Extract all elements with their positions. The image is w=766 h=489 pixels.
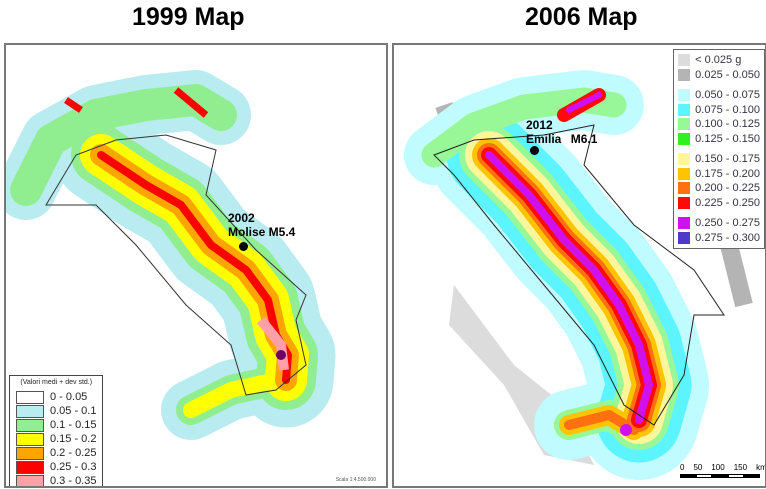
event-emilia-marker: [530, 146, 539, 155]
legend-item: 0.100 - 0.125: [674, 117, 760, 132]
legend-swatch: [16, 474, 44, 486]
event-name: Molise M5.4: [228, 225, 296, 239]
alpine-high-zone: [64, 87, 209, 118]
legend-title: (Valori medi + dev std.): [20, 379, 93, 386]
legend-swatch: [16, 418, 44, 432]
legend-label: 0.100 - 0.125: [695, 118, 760, 130]
legend-item: < 0.025 g: [674, 53, 760, 68]
legend-item: 0.025 - 0.050: [674, 68, 760, 83]
legend-item: 0.15 - 0.2: [10, 432, 96, 446]
legend-swatch: [678, 89, 691, 102]
legend-swatch: [678, 167, 691, 180]
event-year: 2012: [526, 118, 553, 132]
legend-label: 0.175 - 0.200: [695, 167, 760, 180]
event-magnitude: M6.1: [570, 132, 598, 146]
legend-swatch: [678, 153, 691, 166]
legend-swatch: [678, 54, 691, 67]
legend-item: 0.1 - 0.15: [10, 418, 96, 432]
legend-1999: (Valori medi + dev std.) 0 - 0.05 0.05 - …: [9, 375, 104, 487]
scale-tick: 100: [711, 463, 725, 472]
event-year: 2002: [228, 211, 255, 225]
title-2006: 2006 Map: [525, 3, 638, 31]
legend-swatch: [678, 68, 691, 81]
legend-label: < 0.025 g: [695, 54, 742, 66]
scale-tick: 50: [693, 463, 703, 472]
scale-tick: 150: [733, 463, 748, 472]
scale-tick: 0: [680, 463, 685, 472]
event-name: Emilia: [526, 132, 562, 146]
legend-label: 0 - 0.05: [50, 391, 88, 403]
legend-swatch: [678, 231, 691, 244]
legend-label: 0.2 - 0.25: [50, 447, 97, 459]
legend-item: 0.275 - 0.300: [674, 231, 760, 246]
legend-label: 0.050 - 0.075: [695, 89, 760, 101]
legend-label: 0.05 - 0.1: [50, 405, 97, 417]
event-emilia-label: 2012 Emilia M6.1: [526, 118, 597, 146]
coastline: [433, 124, 725, 426]
legend-item: 0.25 - 0.3: [10, 460, 96, 474]
legend-label: 0.075 - 0.100: [695, 103, 760, 116]
map-1999: 2002 Molise M5.4 (Valori medi + dev std.…: [4, 43, 388, 488]
legend-swatch: [16, 446, 44, 460]
legend-swatch: [678, 118, 691, 131]
max-hazard-zone: [276, 350, 286, 360]
title-1999: 1999 Map: [132, 3, 245, 31]
legend-swatch: [16, 460, 44, 474]
legend-swatch: [678, 182, 691, 195]
legend-label: 0.1 - 0.15: [50, 419, 97, 431]
legend-item: 0.225 - 0.250: [674, 196, 760, 211]
scale-unit: km: [756, 463, 766, 472]
legend-item: 0.175 - 0.200: [674, 167, 760, 182]
legend-label: 0.025 - 0.050: [695, 68, 760, 81]
legend-label: 0.150 - 0.175: [695, 153, 760, 165]
max-hazard-zone: [620, 424, 632, 436]
legend-item: 0.150 - 0.175: [674, 152, 760, 167]
legend-item: 0.250 - 0.275: [674, 216, 760, 231]
legend-item: 0.05 - 0.1: [10, 404, 96, 418]
legend-label: 0.200 - 0.225: [695, 182, 760, 194]
hazard-map-1999: [6, 45, 386, 486]
legend-swatch: [678, 103, 691, 116]
legend-item: 0.050 - 0.075: [674, 88, 760, 103]
scale-text: Scala 1:4.500.000: [335, 477, 376, 483]
legend-item: 0.125 - 0.150: [674, 132, 760, 147]
legend-label: 0.250 - 0.275: [695, 217, 760, 229]
legend-item: 0 - 0.05: [10, 390, 96, 404]
legend-swatch: [678, 217, 691, 230]
legend-swatch: [16, 404, 44, 418]
legend-swatch: [678, 132, 691, 145]
legend-swatch: [678, 196, 691, 209]
map-2006: 2012 Emilia M6.1 < 0.025 g 0.025 - 0.050 0…: [392, 43, 766, 488]
legend-label: 0.125 - 0.150: [695, 132, 760, 145]
legend-item: 0.2 - 0.25: [10, 446, 96, 460]
legend-label: 0.3 - 0.35: [50, 475, 97, 487]
scale-bar: 0 50 100 150 km: [680, 463, 766, 478]
event-molise-label: 2002 Molise M5.4: [228, 211, 295, 239]
legend-label: 0.15 - 0.2: [50, 433, 97, 445]
legend-label: 0.25 - 0.3: [50, 461, 97, 473]
calabria-zone: [257, 316, 289, 371]
legend-item: 0.3 - 0.35: [10, 474, 97, 487]
legend-item: 0.200 - 0.225: [674, 181, 760, 196]
legend-label: 0.275 - 0.300: [695, 231, 760, 244]
coastline: [45, 134, 307, 396]
legend-swatch: [16, 432, 44, 446]
legend-swatch: [16, 390, 44, 404]
legend-item: 0.075 - 0.100: [674, 103, 760, 118]
legend-2006: < 0.025 g 0.025 - 0.050 0.050 - 0.075 0.075…: [673, 49, 765, 249]
event-molise-marker: [239, 242, 248, 251]
legend-label: 0.225 - 0.250: [695, 196, 760, 209]
